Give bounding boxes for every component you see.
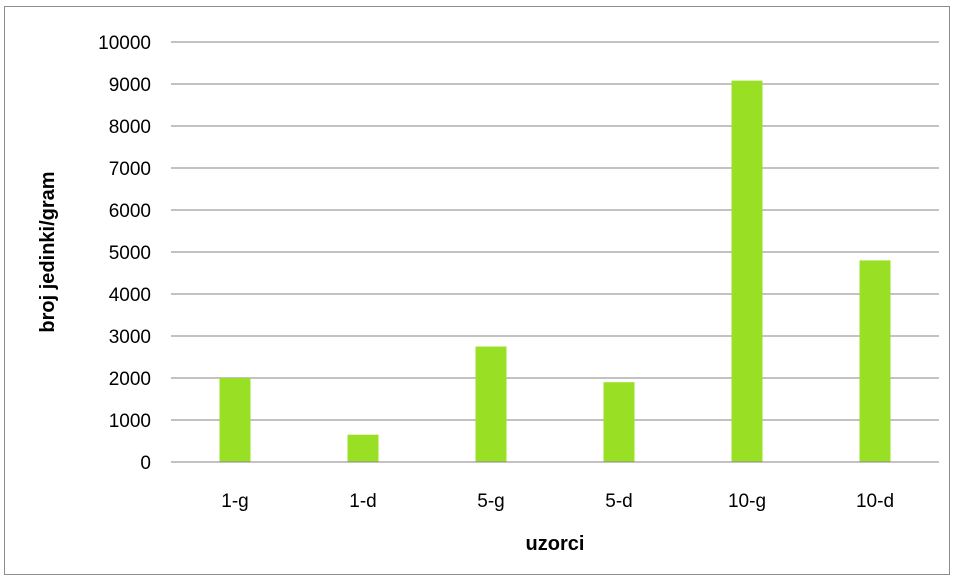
bar-1-g — [219, 378, 251, 462]
x-tick-labels: 1-g 1-d 5-g 5-d 10-g 10-d — [221, 491, 894, 512]
y-tick-label: 9000 — [109, 75, 151, 96]
y-tick-label: 4000 — [109, 285, 151, 306]
bar-5-d — [603, 382, 635, 462]
bar-1-d — [347, 434, 379, 462]
y-tick-label: 7000 — [109, 159, 151, 180]
chart-frame — [4, 6, 950, 575]
y-axis-title: broj jedinki/gram — [37, 171, 59, 332]
bar-10-g — [731, 80, 763, 462]
y-tick-label: 8000 — [109, 117, 151, 138]
bar-5-g — [475, 346, 507, 462]
bar-10-d — [859, 260, 891, 462]
x-tick-label: 5-g — [477, 491, 504, 512]
y-tick-label: 10000 — [98, 33, 151, 54]
x-axis-title: uzorci — [526, 533, 585, 555]
y-tick-label: 6000 — [109, 201, 151, 222]
y-tick-label: 1000 — [109, 411, 151, 432]
x-tick-label: 5-d — [605, 491, 632, 512]
x-tick-label: 10-d — [856, 491, 894, 512]
y-tick-label: 3000 — [109, 327, 151, 348]
x-tick-label: 10-g — [728, 491, 766, 512]
x-tick-label: 1-g — [221, 491, 248, 512]
gridlines — [171, 41, 939, 421]
bars — [219, 80, 891, 462]
y-tick-labels: 0 1000 2000 3000 4000 5000 6000 7000 8000 9000 100… — [98, 33, 151, 474]
y-tick-label: 0 — [140, 453, 151, 474]
y-tick-label: 5000 — [109, 243, 151, 264]
x-tick-label: 1-d — [349, 491, 376, 512]
y-tick-label: 2000 — [109, 369, 151, 390]
